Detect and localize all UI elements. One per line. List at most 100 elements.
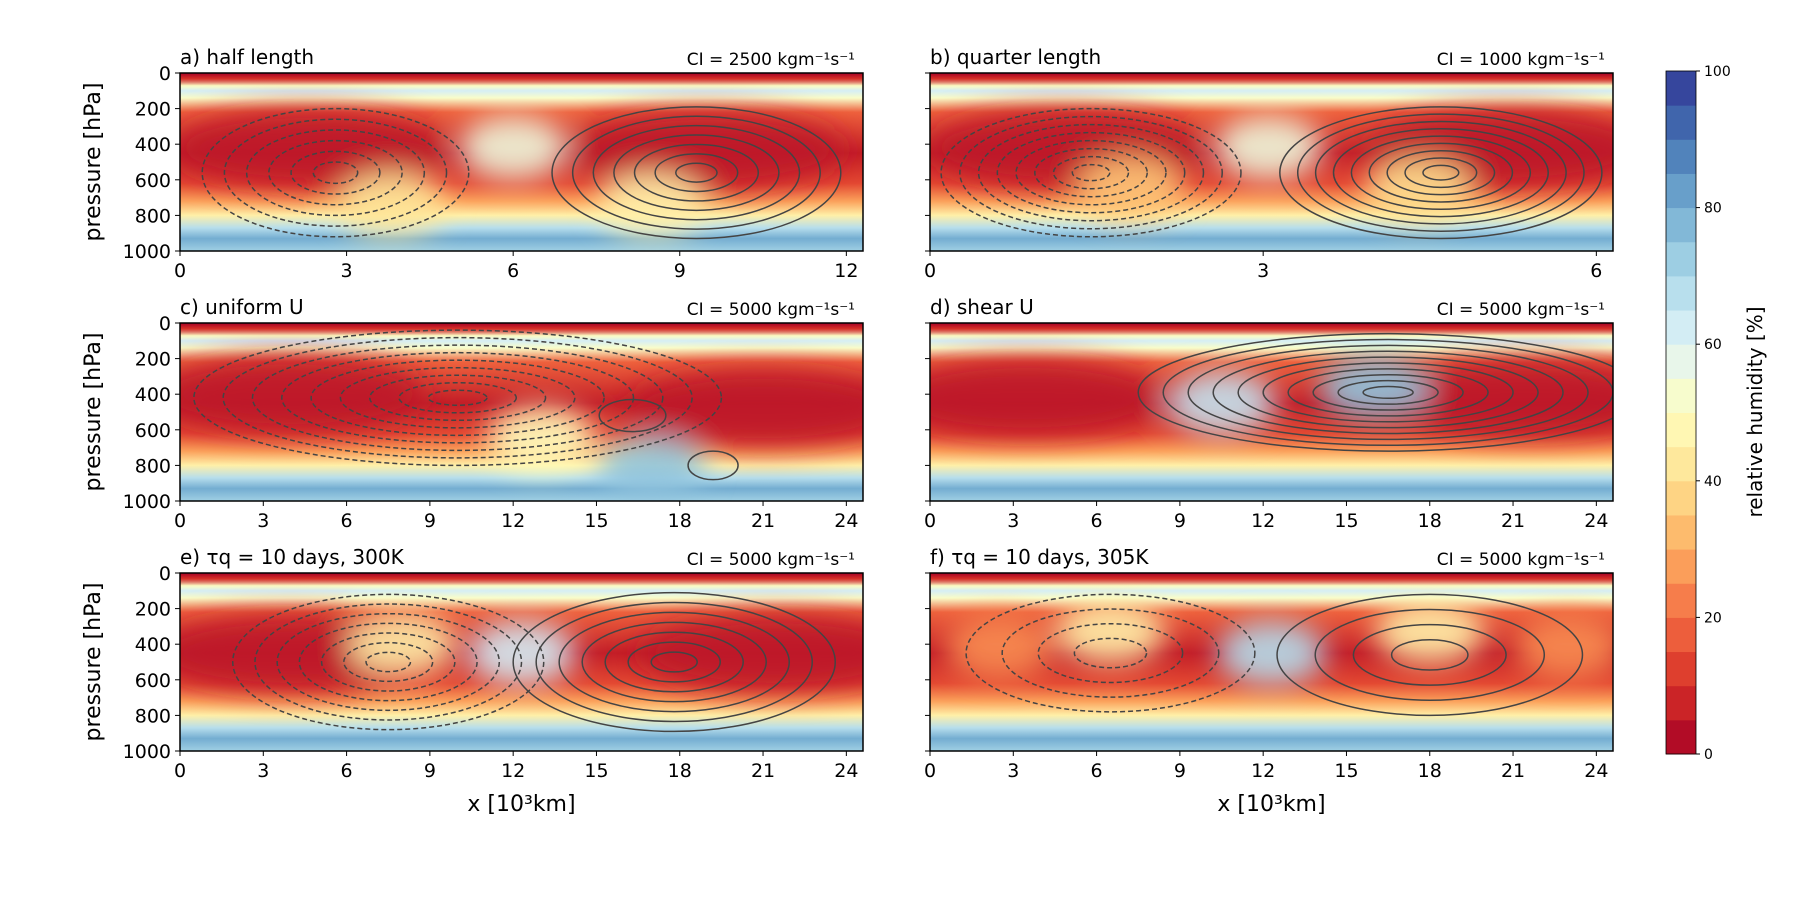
x-tick-label: 18 — [1418, 760, 1442, 782]
rh-anomaly — [336, 172, 446, 237]
negative-contour — [1001, 608, 1220, 698]
x-tick-label: 3 — [257, 760, 269, 782]
streamfunction-contours — [232, 591, 836, 733]
y-tick-label: 800 — [135, 705, 171, 727]
negative-contour — [996, 131, 1186, 214]
axes-frame — [179, 322, 864, 502]
x-tick-label: 6 — [341, 510, 353, 532]
negative-contour — [398, 381, 518, 414]
colorbar-segment — [1666, 105, 1696, 140]
colorbar-segment — [1666, 617, 1696, 653]
colorbar-tick-label: 100 — [1704, 64, 1731, 80]
y-axis-label: pressure [hPa] — [81, 333, 106, 492]
colorbar-segment — [1666, 446, 1696, 482]
colorbar-segment — [1666, 173, 1696, 209]
x-tick-label: 9 — [424, 760, 436, 782]
rh-anomaly — [1513, 615, 1613, 680]
panel-title: d) shear U — [930, 295, 1034, 319]
positive-contour — [633, 143, 760, 202]
colorbar-tick-label: 20 — [1704, 610, 1722, 626]
rh-top-band — [180, 323, 863, 338]
x-tick-label: 12 — [834, 260, 858, 282]
negative-contour — [281, 351, 635, 444]
x-tick-label: 15 — [1334, 510, 1358, 532]
positive-contour — [1276, 593, 1584, 717]
positive-contour — [1350, 135, 1532, 211]
negative-contour — [320, 632, 456, 692]
x-tick-label: 21 — [751, 760, 775, 782]
rh-field — [180, 323, 863, 501]
x-tick-label: 0 — [174, 260, 186, 282]
positive-contour — [1237, 356, 1539, 429]
x-tick-label: 6 — [1091, 510, 1103, 532]
negative-contour — [268, 139, 403, 206]
x-tick-label: 0 — [924, 510, 936, 532]
positive-contour — [1404, 157, 1478, 189]
positive-contour — [1314, 120, 1567, 225]
rh-anomaly — [1364, 158, 1474, 223]
colorbar-segment — [1666, 651, 1696, 687]
contour-interval-label: CI = 5000 kgm⁻¹s⁻¹ — [1437, 550, 1605, 570]
rh-top-band — [180, 573, 863, 588]
y-tick-label: 600 — [135, 670, 171, 692]
rh-anomaly — [1055, 599, 1166, 664]
colorbar-segment — [1666, 241, 1696, 277]
negative-contour — [290, 150, 381, 195]
positive-contour — [571, 115, 821, 230]
positive-contour — [592, 124, 801, 221]
positive-contour — [1422, 164, 1460, 181]
positive-contour — [551, 106, 842, 240]
rh-anomaly — [466, 621, 577, 686]
panel-title: f) τq = 10 days, 305K — [930, 545, 1149, 569]
rh-field — [930, 73, 1613, 251]
x-tick-label: 21 — [751, 510, 775, 532]
positive-contour — [1287, 368, 1489, 417]
streamfunction-contours — [1137, 332, 1613, 452]
negative-contour — [223, 118, 448, 227]
positive-contour — [558, 611, 790, 713]
y-tick-label: 800 — [135, 455, 171, 477]
panel-d: 0 3 6 9 12 15 18 21 24 d) shear U CI = 5000 kgm⁻¹s… — [924, 295, 1614, 532]
colorbar-tick-label: 40 — [1704, 474, 1722, 490]
contour-interval-label: CI = 1000 kgm⁻¹s⁻¹ — [1437, 50, 1605, 70]
positive-contour — [1332, 128, 1549, 218]
negative-contour — [310, 359, 605, 437]
x-tick-label: 24 — [834, 510, 858, 532]
negative-contour — [1052, 155, 1130, 190]
colorbar-tick-label: 80 — [1704, 201, 1722, 217]
x-tick-label: 9 — [1174, 760, 1186, 782]
y-tick-label: 0 — [159, 563, 171, 585]
negative-contour — [940, 107, 1242, 238]
positive-contour — [650, 651, 698, 673]
positive-contour — [598, 398, 667, 433]
x-tick-label: 6 — [1091, 760, 1103, 782]
rh-field — [930, 323, 1613, 501]
x-tick-label: 24 — [1584, 510, 1608, 532]
y-tick-label: 800 — [135, 205, 171, 227]
y-tick-label: 400 — [135, 384, 171, 406]
rh-top-band — [930, 323, 1613, 338]
contour-interval-label: CI = 2500 kgm⁻¹s⁻¹ — [687, 50, 855, 70]
colorbar-segment — [1666, 514, 1696, 550]
negative-contour — [276, 612, 501, 712]
axes-frame — [929, 322, 1614, 502]
x-tick-label: 6 — [341, 760, 353, 782]
y-tick-label: 0 — [159, 63, 171, 85]
colorbar-tick-label: 0 — [1704, 747, 1713, 763]
x-tick-label: 6 — [1590, 260, 1602, 282]
colorbar-segment — [1666, 549, 1696, 584]
x-tick-label: 12 — [501, 760, 525, 782]
positive-contour — [675, 162, 718, 183]
rh-anomaly — [180, 355, 428, 434]
positive-contour — [1390, 639, 1469, 671]
positive-contour — [1314, 608, 1546, 702]
x-tick-label: 9 — [424, 510, 436, 532]
x-tick-label: 12 — [1251, 510, 1275, 532]
x-tick-label: 0 — [174, 760, 186, 782]
positive-contour — [654, 153, 739, 193]
streamfunction-contours — [201, 106, 842, 240]
panel-b: 0 3 6 b) quarter length CI = 1000 kgm⁻¹s⁻¹ — [924, 45, 1614, 282]
x-tick-label: 15 — [1334, 760, 1358, 782]
